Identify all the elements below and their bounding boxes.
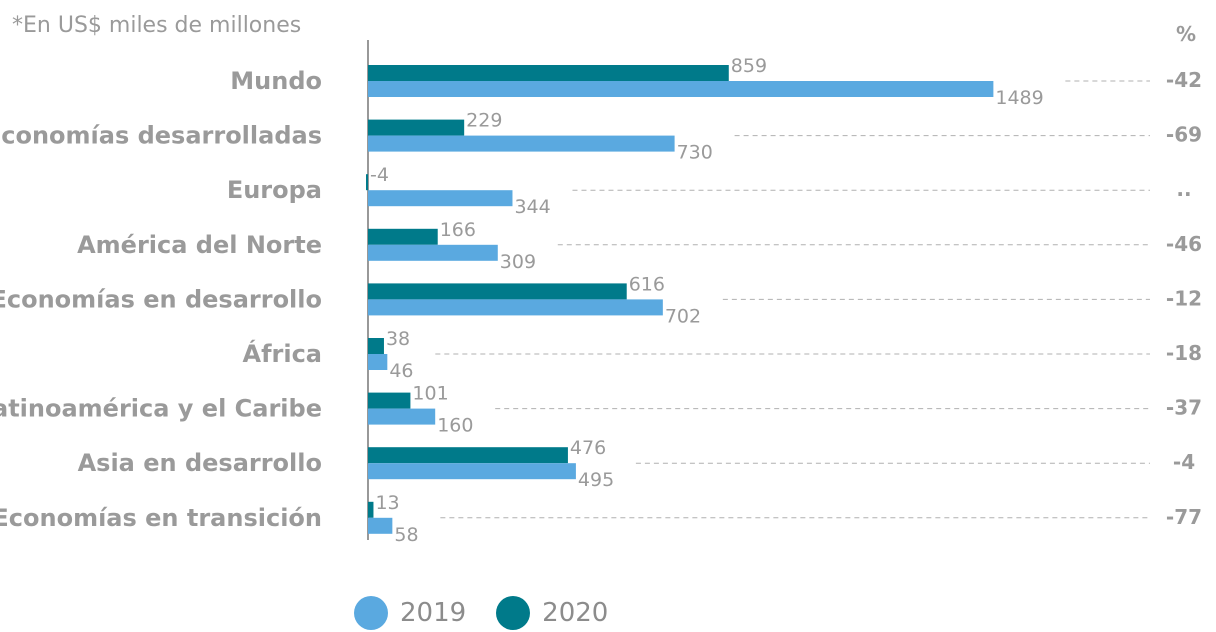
category-label: Economías en desarrollo bbox=[0, 285, 322, 313]
bar-2019 bbox=[368, 408, 436, 425]
percent-change: -12 bbox=[1166, 286, 1202, 310]
bar-2019 bbox=[368, 190, 513, 207]
bar-2019 bbox=[368, 517, 393, 534]
data-label-2020: 229 bbox=[466, 110, 502, 132]
percent-column-header: % bbox=[1176, 22, 1197, 46]
data-label-2020: 476 bbox=[570, 437, 606, 459]
bar-2020 bbox=[368, 338, 384, 354]
legend-label-2019: 2019 bbox=[400, 598, 467, 628]
data-label-2019: 344 bbox=[514, 196, 550, 218]
percent-change: -37 bbox=[1166, 396, 1202, 420]
data-label-2019: 58 bbox=[394, 524, 418, 546]
data-label-2019: 730 bbox=[677, 142, 713, 164]
category-label: Economías desarrolladas bbox=[0, 122, 322, 150]
data-label-2019: 309 bbox=[500, 251, 536, 273]
percent-change: .. bbox=[1176, 177, 1191, 201]
category-label: Economías en transición bbox=[0, 504, 322, 532]
bar-2020 bbox=[368, 119, 465, 136]
bar-2020 bbox=[368, 65, 729, 81]
legend-label-2020: 2020 bbox=[542, 598, 609, 628]
percent-change: -4 bbox=[1173, 450, 1195, 474]
bar-2020 bbox=[368, 392, 411, 409]
percent-change: -77 bbox=[1166, 505, 1202, 529]
legend-swatch-2020 bbox=[496, 596, 531, 630]
percent-change: -69 bbox=[1166, 123, 1202, 147]
legend: 2019 2020 bbox=[354, 596, 638, 630]
category-label: América del Norte bbox=[77, 231, 322, 259]
category-label: Latinoamérica y el Caribe bbox=[0, 395, 322, 423]
data-label-2020: 166 bbox=[440, 219, 476, 241]
unit-note: *En US$ miles de millones bbox=[12, 13, 302, 38]
bar-2019 bbox=[368, 135, 675, 152]
bar-2019 bbox=[368, 463, 576, 480]
bar-2019 bbox=[368, 354, 388, 370]
bar-2019 bbox=[368, 244, 498, 261]
data-label-2019: 702 bbox=[665, 305, 701, 327]
category-label: Asia en desarrollo bbox=[78, 449, 322, 477]
legend-swatch-2019 bbox=[354, 596, 388, 630]
bar-2020 bbox=[368, 447, 568, 464]
data-label-2020: 38 bbox=[386, 328, 410, 350]
category-label: Mundo bbox=[230, 67, 322, 95]
bar-2020 bbox=[366, 174, 368, 191]
data-label-2020: 859 bbox=[731, 55, 767, 77]
bar-chart: Mundo 859 1489 -42 Economías desarrolladas 22… bbox=[0, 40, 1202, 546]
category-label: Europa bbox=[227, 176, 322, 204]
data-label-2020: 13 bbox=[375, 492, 399, 514]
legend-item-2019: 2019 bbox=[354, 596, 466, 630]
bar-2020 bbox=[368, 228, 438, 245]
data-label-2020: 616 bbox=[629, 273, 665, 295]
legend-item-2020: 2020 bbox=[496, 596, 608, 630]
data-label-2019: 1489 bbox=[995, 87, 1043, 109]
data-label-2020: 101 bbox=[412, 383, 448, 405]
bar-2019 bbox=[368, 299, 663, 316]
data-label-2019: 495 bbox=[578, 469, 614, 491]
bar-2020 bbox=[368, 283, 627, 300]
data-label-2019: 46 bbox=[389, 360, 413, 382]
bar-2019 bbox=[368, 81, 994, 97]
bar-2020 bbox=[368, 501, 374, 518]
percent-change: -42 bbox=[1166, 68, 1202, 92]
percent-change: -18 bbox=[1166, 341, 1202, 365]
percent-change: -46 bbox=[1166, 232, 1202, 256]
category-label: África bbox=[243, 339, 323, 368]
data-label-2019: 160 bbox=[437, 415, 473, 437]
data-label-2020: -4 bbox=[370, 164, 389, 186]
